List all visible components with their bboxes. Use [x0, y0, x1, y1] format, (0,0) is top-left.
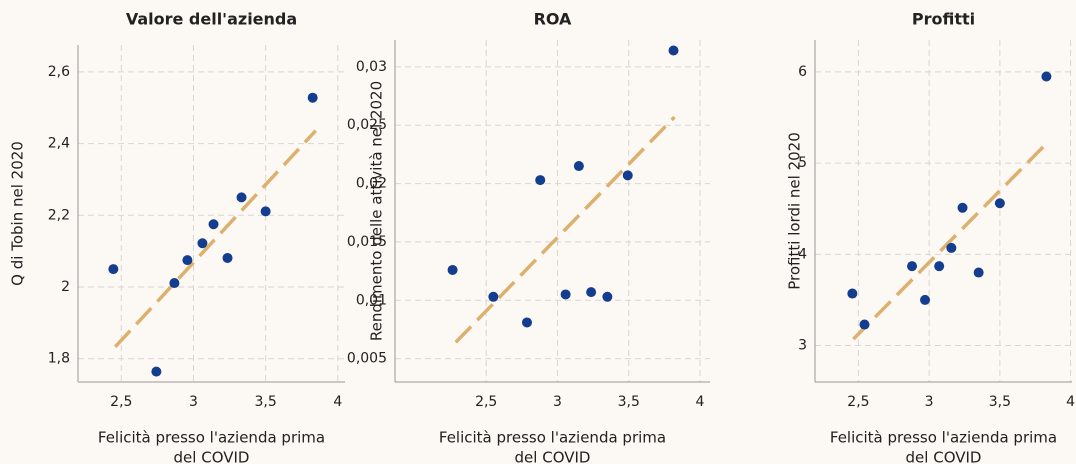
y-axis-label: Q di Tobin nel 2020 [9, 141, 27, 286]
y-tick-label: 5 [798, 155, 807, 171]
x-tick-label: 2,5 [475, 394, 497, 410]
trend-line [454, 115, 676, 344]
trend-line [852, 144, 1046, 341]
y-tick-label: 2,2 [48, 207, 70, 223]
x-tick-label: 3 [189, 394, 198, 410]
point [847, 288, 858, 299]
y-tick-label: 0,02 [356, 176, 387, 192]
point [560, 289, 571, 300]
point [573, 161, 584, 172]
x-tick-label: 4 [333, 394, 342, 410]
y-axis-label: Rendimento delle attività nel 2020 [368, 81, 386, 341]
x-tick-label: 2,5 [110, 394, 132, 410]
x-tick-label: 2,5 [847, 394, 869, 410]
y-tick-label: 0,03 [356, 59, 387, 75]
chart-panel: Profitti 2,5 3 3,5 4 3 4 5 6 Felicità presso l'az… [786, 10, 1076, 464]
y-tick-label: 4 [798, 246, 807, 262]
chart-title: Profitti [912, 10, 975, 29]
x-axis-label: del COVID [906, 449, 982, 464]
point [622, 170, 633, 181]
x-tick-label: 3,5 [989, 394, 1011, 410]
chart-panel: Valore dell'azienda 2,5 3 3,5 4 1,8 2 2,2 2,4 2,6… [9, 10, 345, 464]
x-tick-label: 4 [696, 394, 705, 410]
x-tick-label: 3 [925, 394, 934, 410]
point [994, 198, 1005, 209]
point [197, 238, 208, 249]
x-tick-label: 3,5 [618, 394, 640, 410]
point [108, 264, 119, 275]
chart-title: ROA [534, 10, 572, 29]
x-axis-label: Felicità presso l'azienda prima [439, 429, 666, 447]
x-tick-label: 3,5 [254, 394, 276, 410]
point [222, 252, 233, 263]
point [907, 261, 918, 272]
point [1041, 71, 1052, 82]
point [488, 291, 499, 302]
point [151, 366, 162, 377]
y-tick-label: 0,015 [347, 234, 387, 250]
x-axis-label: Felicità presso l'azienda prima [98, 429, 325, 447]
point [260, 206, 271, 217]
y-tick-label: 0,025 [347, 117, 387, 133]
point [946, 242, 957, 253]
y-tick-label: 0,005 [347, 351, 387, 367]
x-axis-label: del COVID [174, 449, 250, 464]
point [859, 319, 870, 330]
point [169, 278, 180, 289]
y-tick-label: 6 [798, 64, 807, 80]
x-axis-label: del COVID [515, 449, 591, 464]
point [586, 287, 597, 298]
point [447, 264, 458, 275]
point [957, 202, 968, 213]
point [668, 45, 679, 56]
y-axis-label: Profitti lordi nel 2020 [786, 132, 804, 290]
y-tick-label: 0,01 [356, 292, 387, 308]
point [208, 219, 219, 230]
y-tick-label: 2,4 [48, 136, 70, 152]
x-tick-label: 4 [1066, 394, 1075, 410]
x-tick-label: 3 [553, 394, 562, 410]
trend-line [113, 129, 317, 349]
x-axis-label: Felicità presso l'azienda prima [830, 429, 1057, 447]
point [521, 317, 532, 328]
point [307, 92, 318, 103]
chart-title: Valore dell'azienda [126, 10, 297, 29]
y-tick-label: 2,6 [48, 64, 70, 80]
point [934, 261, 945, 272]
point [535, 175, 546, 186]
point [920, 294, 931, 305]
chart-panel: ROA 2,5 3 3,5 4 0,005 0,01 0,015 0,02 0,025 0,03 Fe… [347, 10, 710, 464]
point [973, 267, 984, 278]
y-tick-label: 2 [61, 279, 70, 295]
point [236, 192, 247, 203]
point [602, 291, 613, 302]
y-tick-label: 1,8 [48, 351, 70, 367]
y-tick-label: 3 [798, 338, 807, 354]
point [182, 255, 193, 266]
